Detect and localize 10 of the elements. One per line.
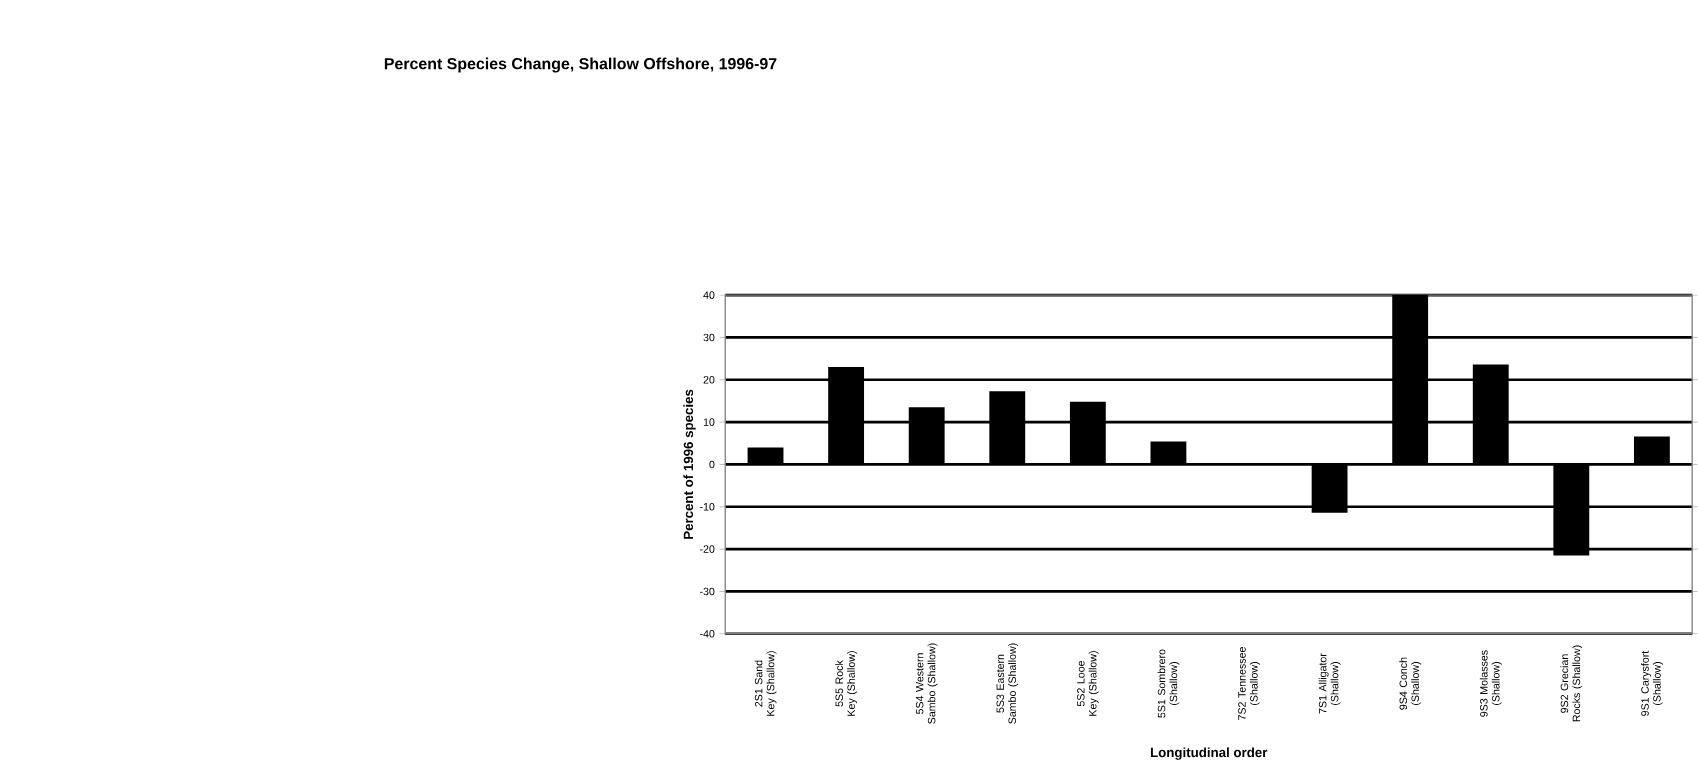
bar xyxy=(747,447,784,465)
bar xyxy=(1069,401,1106,465)
bar xyxy=(908,407,945,465)
bar xyxy=(1553,464,1590,556)
bar xyxy=(1472,364,1509,465)
bar xyxy=(1633,436,1670,465)
bar xyxy=(1150,441,1187,465)
bar xyxy=(828,366,865,465)
bar xyxy=(989,391,1026,465)
bar xyxy=(1311,464,1348,513)
